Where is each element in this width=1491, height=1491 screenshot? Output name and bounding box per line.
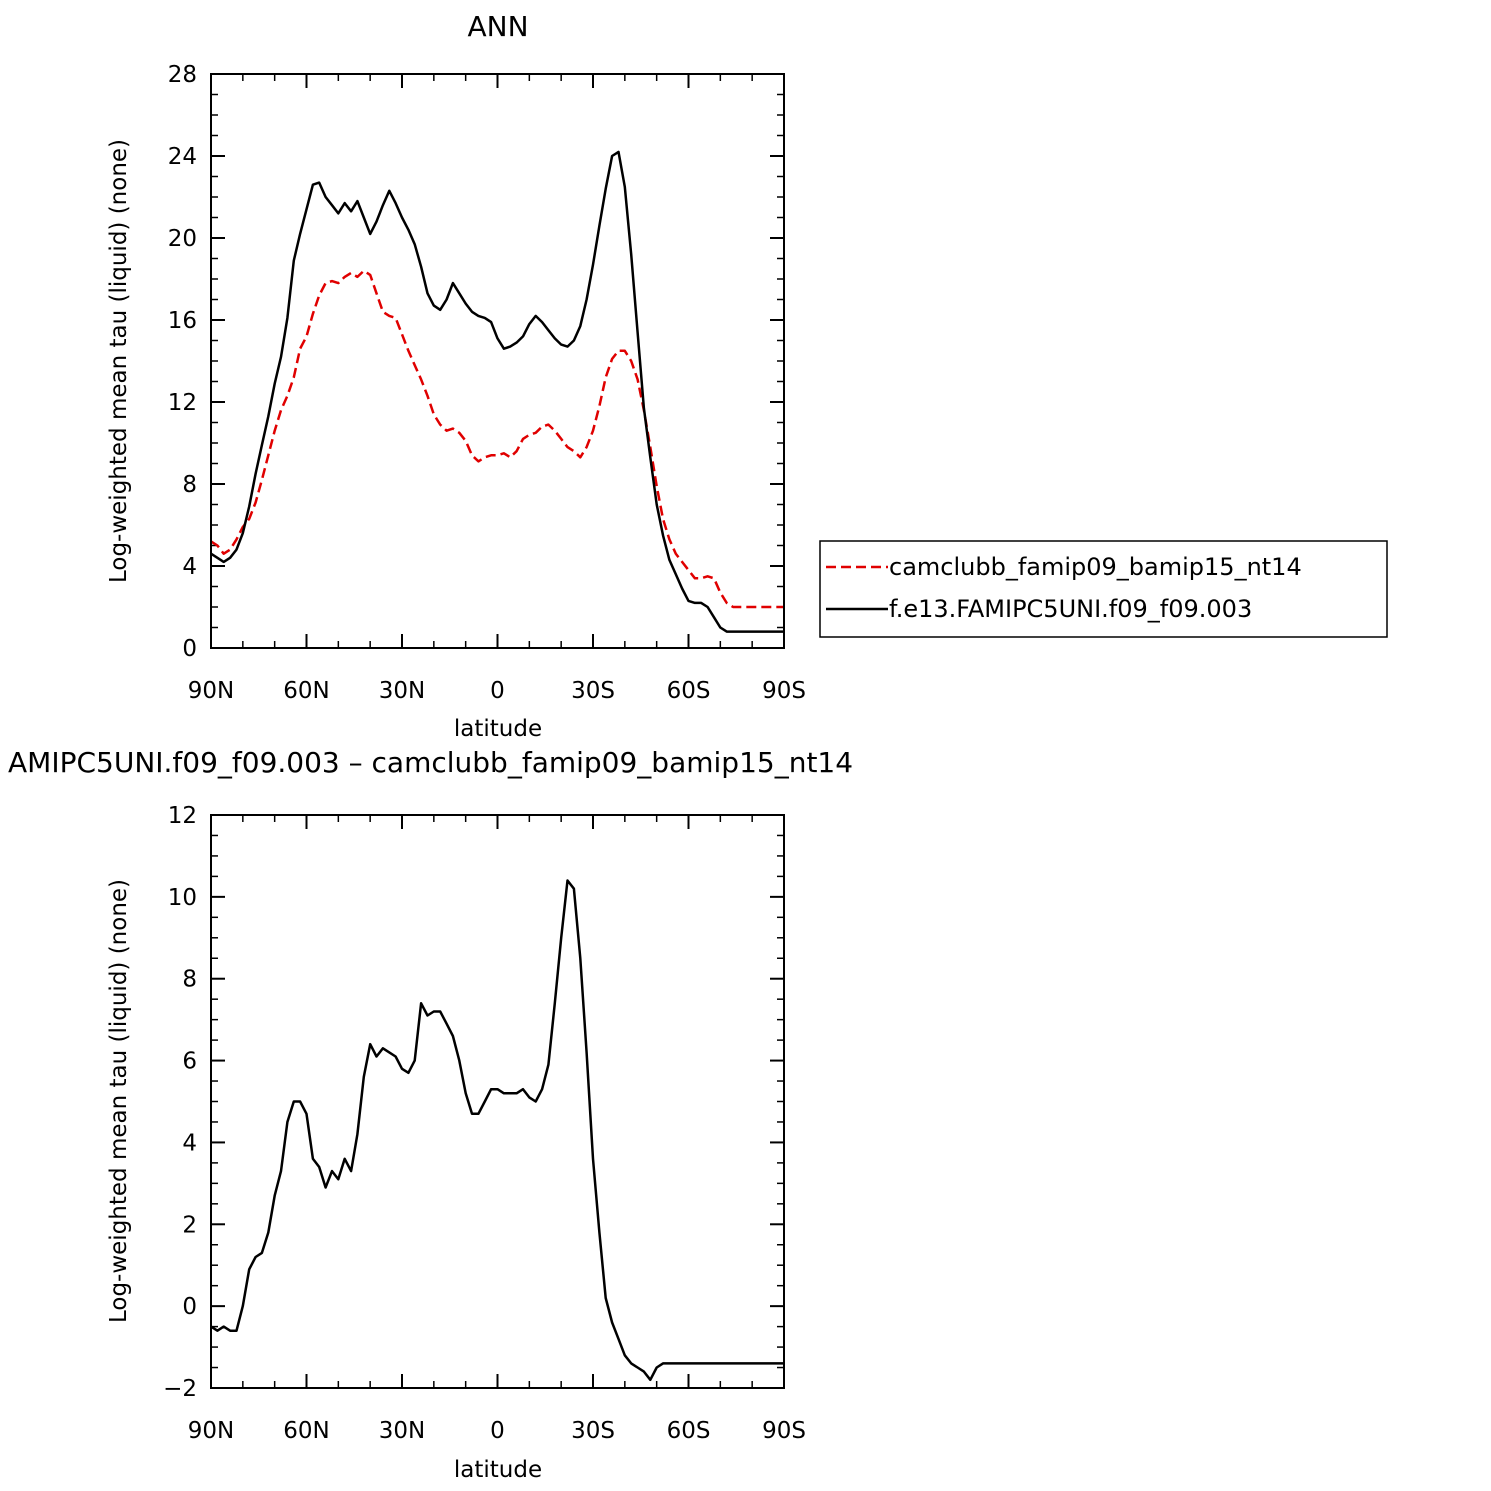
bottom-ytick-label: 10 — [168, 885, 197, 911]
top-ytick-label: 12 — [168, 390, 197, 416]
top-series-line-1 — [210, 150, 784, 633]
bottom-series-line-0 — [210, 879, 784, 1382]
top-ytick-label: 8 — [182, 472, 197, 498]
bottom-ytick-label: −2 — [163, 1376, 197, 1402]
bottom-xtick-label: 60S — [667, 1418, 711, 1444]
top-xtick-label: 60S — [667, 678, 711, 704]
top-ytick-label: 28 — [168, 62, 197, 88]
bottom-ticks: −2 0 2 4 6 8 10 12 90N 60N 30N 0 30S 60S 90S — [163, 803, 806, 1444]
top-panel: ANN 0 4 8 12 16 20 24 28 90N 60N 30N 0 30S 60S 90S lat… — [106, 10, 806, 742]
top-xtick-label: 30S — [571, 678, 615, 704]
top-y-axis-label: Log-weighted mean tau (liquid) (none) — [106, 139, 132, 583]
bottom-xtick-label: 60N — [283, 1418, 329, 1444]
bottom-ytick-label: 2 — [182, 1212, 197, 1238]
top-ytick-label: 0 — [182, 636, 197, 662]
top-chart-title: ANN — [467, 10, 528, 43]
top-xtick-label: 30N — [379, 678, 425, 704]
bottom-panel: AMIPC5UNI.f09_f09.003 – camclubb_famip09… — [8, 746, 853, 1483]
top-ticks: 0 4 8 12 16 20 24 28 90N 60N 30N 0 30S 60S 90S — [168, 62, 806, 704]
bottom-xtick-label: 90N — [188, 1418, 234, 1444]
legend: camclubb_famip09_bamip15_nt14 f.e13.FAMI… — [819, 540, 1388, 638]
top-ytick-label: 16 — [168, 308, 197, 334]
top-series-line-0 — [210, 269, 784, 609]
bottom-ytick-label: 0 — [182, 1294, 197, 1320]
bottom-ytick-label: 4 — [182, 1130, 197, 1156]
top-xtick-label: 0 — [490, 678, 505, 704]
top-ytick-label: 24 — [168, 144, 197, 170]
bottom-xtick-label: 30N — [379, 1418, 425, 1444]
top-plot-frame — [210, 73, 785, 649]
bottom-series — [210, 879, 784, 1382]
bottom-y-axis-label: Log-weighted mean tau (liquid) (none) — [106, 879, 132, 1323]
top-xtick-label: 60N — [283, 678, 329, 704]
legend-box — [819, 540, 1388, 638]
bottom-ytick-label: 8 — [182, 967, 197, 993]
top-xtick-label: 90N — [188, 678, 234, 704]
top-ytick-label: 20 — [168, 226, 197, 252]
top-xtick-label: 90S — [762, 678, 806, 704]
top-x-axis-label: latitude — [454, 716, 542, 742]
bottom-xtick-label: 0 — [490, 1418, 505, 1444]
bottom-ytick-label: 12 — [168, 803, 197, 829]
top-ytick-label: 4 — [182, 554, 197, 580]
bottom-chart-title: AMIPC5UNI.f09_f09.003 – camclubb_famip09… — [8, 746, 853, 779]
bottom-plot-frame — [210, 814, 785, 1389]
legend-label-camclubb: camclubb_famip09_bamip15_nt14 — [889, 553, 1302, 581]
legend-label-fe13: f.e13.FAMIPC5UNI.f09_f09.003 — [889, 595, 1252, 623]
top-series — [210, 150, 784, 633]
bottom-ytick-label: 6 — [182, 1049, 197, 1075]
bottom-xtick-label: 30S — [571, 1418, 615, 1444]
bottom-xtick-label: 90S — [762, 1418, 806, 1444]
bottom-x-axis-label: latitude — [454, 1457, 542, 1483]
